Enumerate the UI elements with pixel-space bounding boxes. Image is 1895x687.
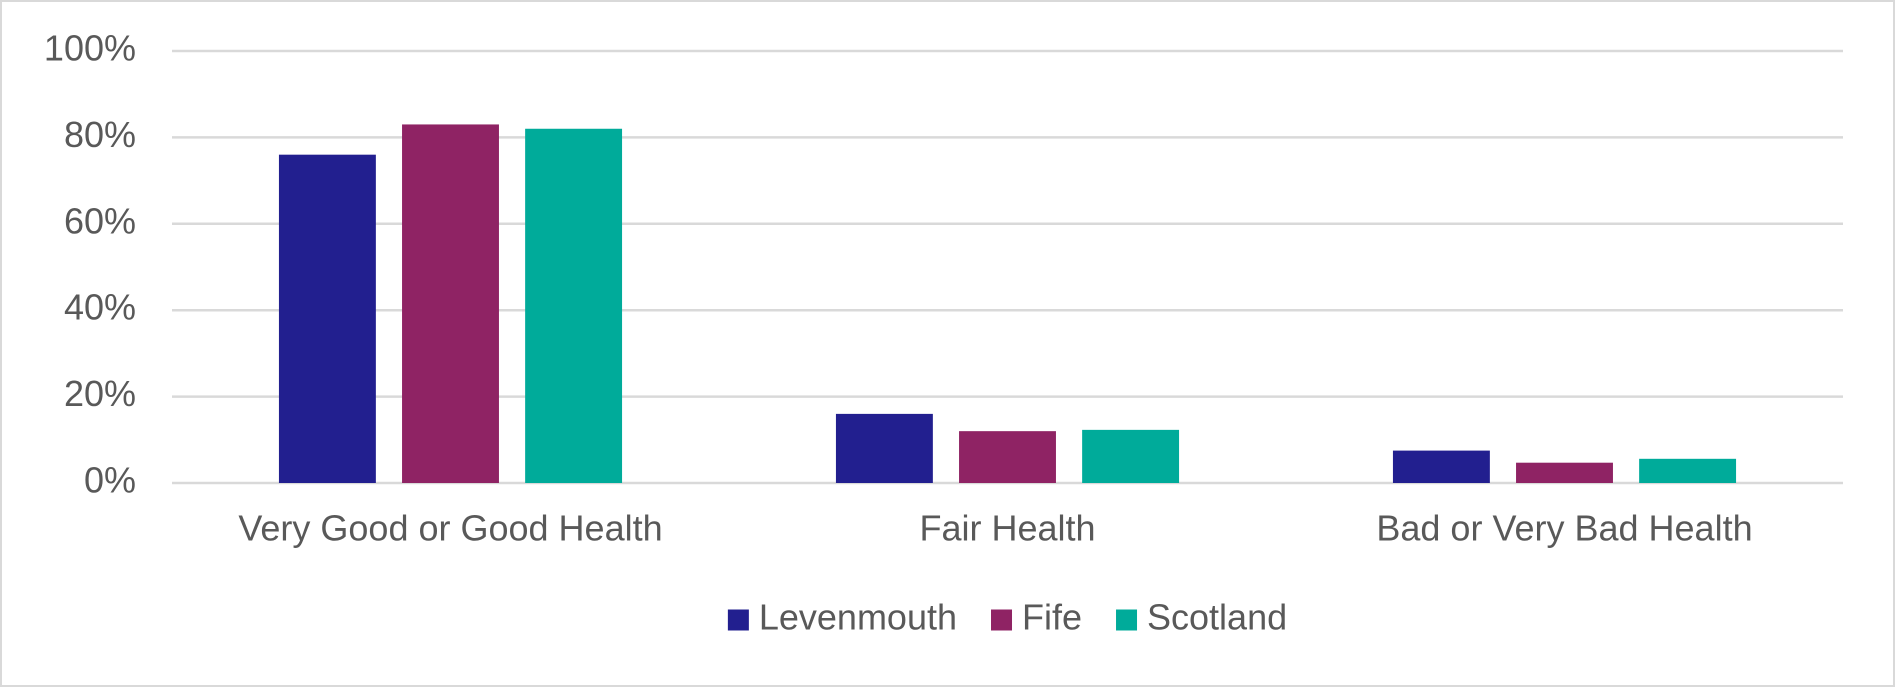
- y-tick-label: 20%: [64, 373, 136, 414]
- legend-label: Levenmouth: [759, 597, 957, 638]
- y-tick-label: 100%: [44, 28, 136, 69]
- x-tick-label: Very Good or Good Health: [238, 508, 662, 549]
- y-tick-label: 40%: [64, 287, 136, 328]
- y-tick-label: 0%: [84, 460, 136, 501]
- y-tick-label: 60%: [64, 200, 136, 241]
- x-tick-label: Fair Health: [919, 508, 1095, 549]
- bar: [525, 128, 623, 483]
- bar: [1392, 450, 1490, 483]
- bar: [402, 124, 499, 483]
- bar: [1639, 458, 1737, 483]
- legend-label: Fife: [1022, 597, 1082, 638]
- bar: [1516, 462, 1613, 483]
- legend-swatch: [991, 609, 1013, 631]
- bar: [835, 413, 933, 483]
- bar: [959, 431, 1056, 483]
- y-tick-label: 80%: [64, 114, 136, 155]
- bar: [1082, 429, 1180, 483]
- legend-label: Scotland: [1147, 597, 1287, 638]
- legend-swatch: [1116, 609, 1138, 631]
- x-tick-label: Bad or Very Bad Health: [1376, 508, 1752, 549]
- bar: [278, 154, 376, 483]
- legend-swatch: [727, 609, 749, 631]
